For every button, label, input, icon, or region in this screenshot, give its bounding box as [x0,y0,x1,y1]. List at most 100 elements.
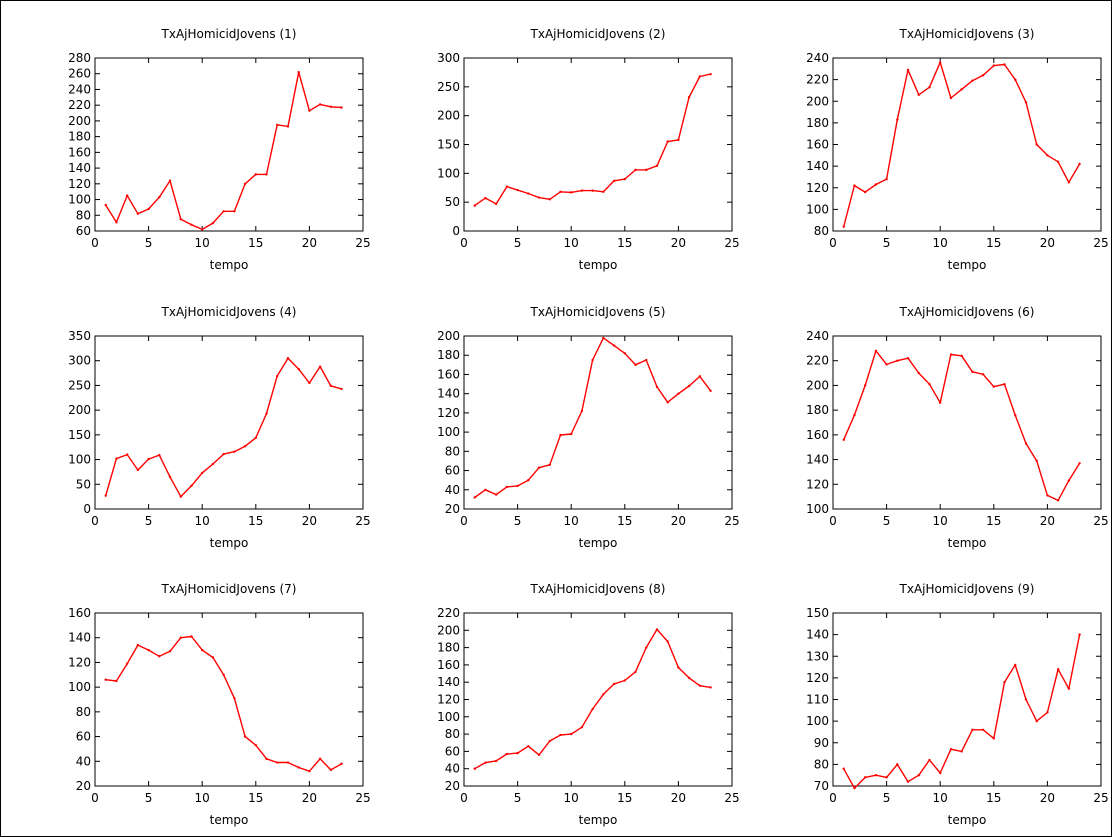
data-point [340,762,343,765]
x-tick-label: 10 [195,236,210,250]
plot-area [832,335,1102,510]
data-point [949,748,953,751]
series-line [843,634,1081,789]
data-point [1003,681,1006,684]
chart-panel-2: TxAjHomicidJovens (2) 0 50 100 150 200 250 300 0… [437,27,740,272]
data-point [115,221,118,224]
x-tick-label: 0 [460,791,468,805]
data-point [906,68,910,72]
data-point [906,357,910,360]
x-tick-label: 20 [302,236,317,250]
y-tick-label: 140 [437,387,460,401]
y-tick-label: 350 [68,329,91,343]
data-point [687,676,691,680]
data-point [1035,143,1038,146]
data-point [645,646,648,649]
data-point [1067,479,1071,482]
data-point [190,635,193,638]
data-point [537,196,541,199]
x-tick-label: 25 [1093,236,1108,250]
y-tick-label: 140 [806,628,829,642]
data-point [1067,181,1071,184]
data-point [1014,413,1017,417]
data-point [939,401,942,404]
data-point [473,204,476,207]
y-tick-label: 200 [437,329,460,343]
plot-area [832,612,1102,787]
y-tick-label: 60 [76,730,91,744]
y-tick-label: 160 [68,145,91,159]
chart-title: TxAjHomicidJovens (2) [530,27,666,41]
data-point [949,353,953,356]
data-point [190,223,193,226]
data-point [570,191,573,194]
y-tick-label: 200 [437,109,460,123]
data-point [190,484,193,487]
y-tick-label: 150 [806,606,829,620]
data-point [981,728,985,731]
data-point [885,363,888,366]
data-point [1078,633,1081,636]
data-point [853,184,856,187]
data-point [537,466,541,469]
x-tick-label: 0 [91,236,99,250]
y-tick-label: 120 [68,177,91,191]
data-point [896,118,899,121]
x-tick-label: 15 [617,791,632,805]
data-point [147,648,150,652]
y-tick-label: 220 [68,98,91,112]
data-point [211,462,215,466]
data-point [874,349,878,353]
data-point [1024,698,1028,701]
data-point [254,744,257,747]
data-point [233,210,236,213]
y-tick-label: 20 [76,779,91,793]
data-point [971,728,974,731]
data-point [265,757,268,761]
data-point [125,194,129,197]
x-tick-label: 0 [460,236,468,250]
chart-title: TxAjHomicidJovens (3) [899,27,1035,41]
x-tick-label: 25 [1093,514,1108,528]
data-point [580,725,584,729]
x-tick-label: 0 [829,514,837,528]
data-point [527,745,530,748]
y-tick-label: 80 [814,757,829,771]
chart-panel-6: TxAjHomicidJovens (6)1001201401601802002… [806,305,1109,550]
chart-panel-3: TxAjHomicidJovens (3)8010012014016018020… [806,27,1109,272]
chart-panel-8: TxAjHomicidJovens (8)2040608010012014016… [437,582,740,827]
data-point [1046,154,1049,157]
data-point [1056,668,1060,671]
data-point [168,179,172,182]
x-tick-label: 5 [883,791,891,805]
data-point [570,432,573,436]
chart-title: TxAjHomicidJovens (1) [161,27,297,41]
data-point [1024,101,1028,104]
data-point [559,733,562,737]
data-point [602,336,605,340]
x-tick-label: 0 [91,791,99,805]
x-tick-label: 25 [355,514,370,528]
y-tick-label: 90 [814,736,829,750]
data-point [505,752,509,756]
data-point [125,662,129,665]
x-tick-label: 20 [671,791,686,805]
series-line [474,628,711,770]
data-point [548,739,551,743]
data-point [136,212,140,215]
y-tick-label: 160 [68,606,91,620]
data-point [591,189,594,192]
data-point [666,140,669,143]
x-tick-label: 15 [248,514,263,528]
chart-panel-1: TxAjHomicidJovens (1)6080100120140160180… [68,27,371,272]
y-tick-label: 0 [83,502,91,516]
series-line [105,71,342,231]
data-point [147,457,150,461]
data-point [655,164,659,168]
x-tick-label: 10 [933,236,948,250]
plot-area [94,57,364,232]
data-point [1003,63,1006,66]
data-point [645,358,648,362]
data-point [276,374,279,378]
y-tick-label: 120 [437,406,460,420]
